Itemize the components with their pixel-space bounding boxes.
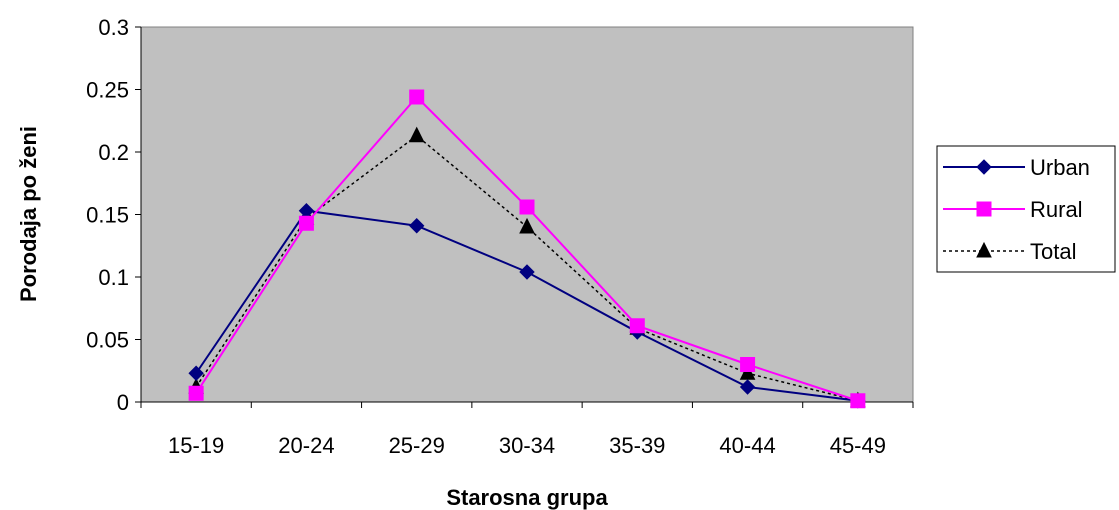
- y-tick-label: 0.1: [98, 265, 129, 290]
- legend-item-urban: Urban: [943, 155, 1090, 180]
- series-layer: [188, 89, 866, 409]
- x-tick-label: 25-29: [389, 433, 445, 458]
- series-rural: [188, 89, 866, 409]
- y-axis: 0 0.05 0.1 0.15 0.2 0.25 0.3: [86, 15, 142, 415]
- x-tick-label: 15-19: [168, 433, 224, 458]
- y-tick-label: 0.25: [86, 78, 129, 103]
- y-axis-title: Porodaja po ženi: [16, 126, 41, 302]
- legend-label: Urban: [1030, 155, 1090, 180]
- data-point-urban: [739, 379, 756, 395]
- y-tick-label: 0.15: [86, 203, 129, 228]
- x-tick-label: 40-44: [719, 433, 775, 458]
- data-point-rural: [629, 318, 645, 334]
- legend-item-rural: Rural: [943, 197, 1083, 222]
- data-point-rural: [740, 357, 756, 372]
- data-point-rural: [409, 89, 425, 105]
- y-tick-label: 0.3: [98, 15, 129, 40]
- data-point-rural: [519, 199, 535, 215]
- data-point-urban: [409, 218, 425, 234]
- data-point-rural: [298, 215, 314, 231]
- data-point-total: [739, 364, 756, 380]
- legend-marker: [976, 159, 992, 175]
- legend: Urban Rural Total: [936, 145, 1116, 273]
- data-point-rural: [188, 385, 204, 401]
- legend-marker: [976, 241, 992, 258]
- data-point-total: [519, 217, 535, 234]
- data-point-urban: [519, 264, 535, 280]
- x-axis-title: Starosna grupa: [446, 485, 608, 510]
- y-tick-label: 0.05: [86, 328, 129, 353]
- data-point-total: [408, 126, 425, 143]
- x-tick-label: 30-34: [499, 433, 555, 458]
- x-tick-label: 35-39: [609, 433, 665, 458]
- data-point-rural: [850, 393, 866, 409]
- series-urban: [188, 203, 866, 409]
- y-tick-label: 0: [117, 390, 129, 415]
- y-tick-label: 0.2: [98, 140, 129, 165]
- data-point-urban: [188, 365, 204, 381]
- x-tick-label: 45-49: [830, 433, 886, 458]
- legend-label: Total: [1030, 239, 1076, 264]
- legend-label: Rural: [1030, 197, 1083, 222]
- legend-marker: [976, 201, 992, 217]
- x-tick-label: 20-24: [278, 433, 334, 458]
- legend-item-total: Total: [943, 239, 1076, 264]
- x-axis: 15-19 20-24 25-29 30-34 35-39 40-44 45-49: [140, 401, 914, 458]
